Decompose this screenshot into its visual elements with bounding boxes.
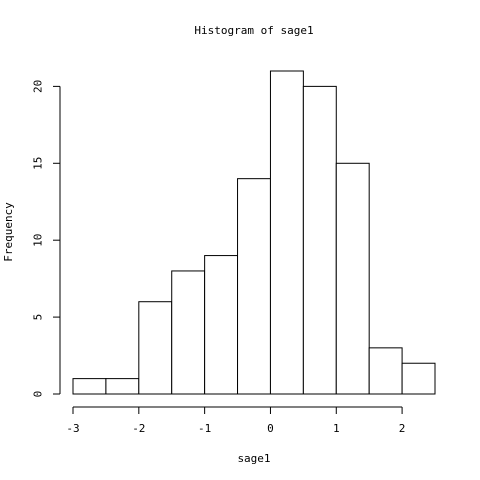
histogram-bar-1 [105, 378, 140, 395]
y-tick-label-1: 5 [32, 314, 45, 321]
histogram-bar-10 [401, 362, 436, 395]
histogram-bar-8 [335, 162, 370, 395]
y-tick-label-2: 10 [32, 234, 45, 247]
chart-title: Histogram of sage1 [194, 24, 313, 37]
x-tick-label-0: -3 [66, 422, 79, 435]
y-axis-label: Frequency [2, 202, 15, 262]
x-axis: -3 -2 -1 0 1 2 [66, 406, 406, 435]
x-tick-label-1: -2 [132, 422, 145, 435]
histogram-bar-7 [302, 85, 337, 395]
histogram-bar-4 [204, 255, 239, 395]
x-tick-label-4: 1 [333, 422, 340, 435]
x-tick-label-5: 2 [399, 422, 406, 435]
x-tick-label-3: 0 [267, 422, 274, 435]
y-axis: 0 5 10 15 20 [32, 80, 61, 398]
histogram-bar-2 [138, 301, 173, 395]
y-tick-label-0: 0 [32, 391, 45, 398]
histogram-bar-0 [72, 378, 107, 395]
histogram-bar-6 [269, 70, 304, 395]
y-tick-label-4: 20 [32, 80, 45, 93]
histogram-bar-5 [237, 178, 271, 395]
x-tick-label-2: -1 [198, 422, 211, 435]
bars-group [72, 70, 436, 395]
histogram-bar-3 [171, 270, 206, 395]
histogram-bar-9 [368, 347, 403, 395]
y-tick-label-3: 15 [32, 157, 45, 170]
x-axis-label: sage1 [237, 452, 270, 465]
